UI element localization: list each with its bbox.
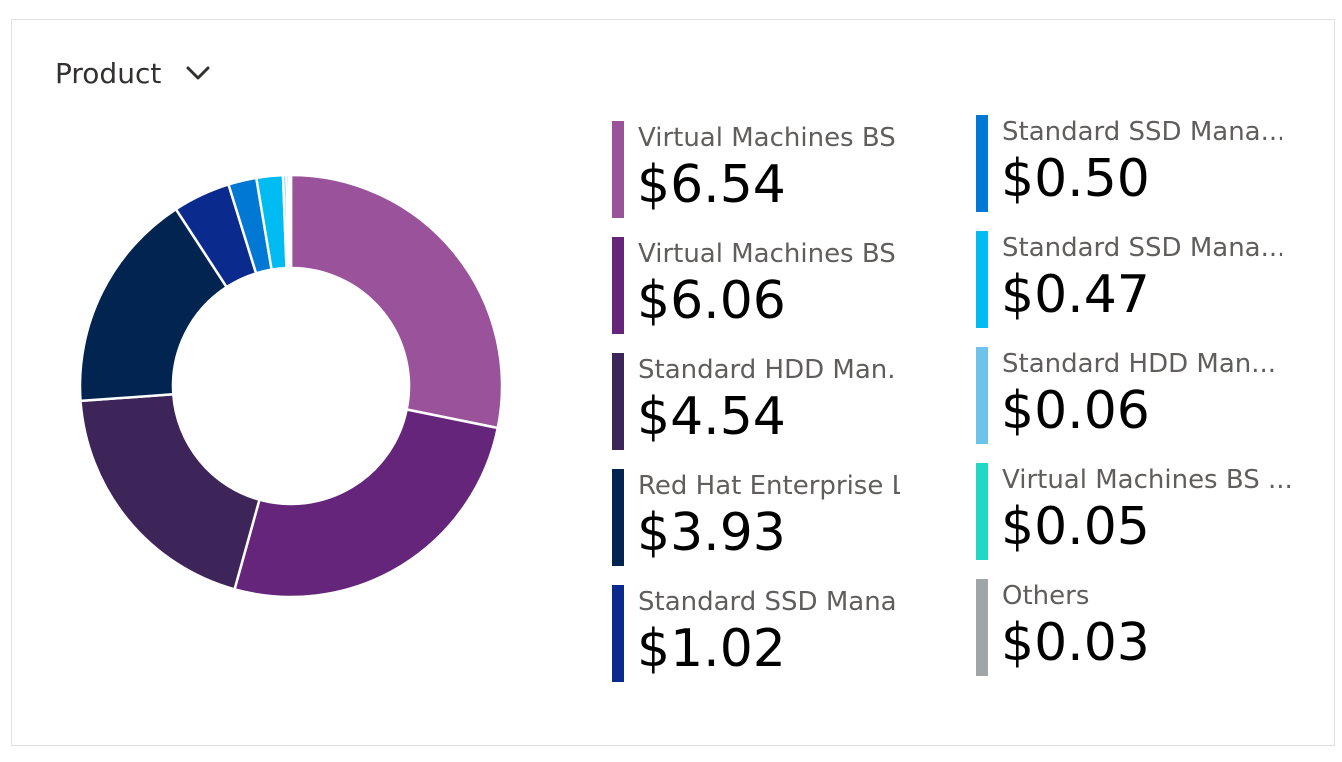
legend-value: $6.06 [637, 271, 786, 331]
legend-label: Standard SSD Mana... [1002, 233, 1282, 263]
legend-label: Virtual Machines BS [638, 239, 896, 269]
legend-swatch [976, 463, 988, 560]
legend-value: $6.54 [637, 155, 786, 215]
legend-value: $0.05 [1001, 497, 1150, 557]
legend-value: $1.02 [637, 619, 786, 679]
legend-item[interactable]: Virtual Machines BS $6.54 [612, 121, 932, 218]
legend-label: Standard SSD Mana... [1002, 117, 1282, 147]
legend-label: Virtual Machines BS [638, 123, 896, 153]
legend-item[interactable]: Standard SSD Mana... $0.50 [976, 115, 1296, 212]
legend-swatch [976, 347, 988, 444]
legend-swatch [976, 115, 988, 212]
legend-label: Virtual Machines BS ... [1002, 465, 1292, 495]
legend-swatch [612, 237, 624, 334]
legend-item[interactable]: Standard SSD Mana... $0.47 [976, 231, 1296, 328]
donut-slice-4[interactable] [78, 207, 228, 403]
legend-value: $4.54 [637, 387, 786, 447]
legend-value: $3.93 [637, 503, 786, 563]
legend-swatch [612, 585, 624, 682]
legend-value: $0.03 [1001, 613, 1150, 673]
legend-item[interactable]: Virtual Machines BS $6.06 [612, 237, 932, 334]
legend-item[interactable]: Others $0.03 [976, 579, 1296, 676]
donut-slice-2[interactable] [233, 408, 500, 599]
chevron-down-icon[interactable] [185, 60, 211, 86]
legend-label: Standard HDD Man... [1002, 349, 1277, 379]
legend-label: Standard HDD Man. [638, 355, 896, 385]
donut-slice-3[interactable] [79, 393, 261, 591]
legend-label: Red Hat Enterprise L [638, 471, 900, 501]
legend-label: Others [1002, 581, 1090, 611]
legend-label: Standard SSD Mana [638, 587, 896, 617]
legend-item[interactable]: Standard SSD Mana $1.02 [612, 585, 932, 682]
legend-value: $0.47 [1001, 265, 1150, 325]
legend-item[interactable]: Virtual Machines BS ... $0.05 [976, 463, 1296, 560]
donut-slice-10[interactable] [288, 173, 293, 270]
legend-swatch [612, 353, 624, 450]
donut-slice-1[interactable] [289, 173, 504, 430]
product-picker[interactable]: Product [55, 55, 211, 91]
legend-swatch [976, 579, 988, 676]
legend-swatch [612, 469, 624, 566]
legend-swatch [612, 121, 624, 218]
chart-card: Product Virtual Machines BS $6.54 Virtual … [11, 19, 1335, 746]
legend-value: $0.06 [1001, 381, 1150, 441]
donut-chart [78, 173, 504, 599]
legend-item[interactable]: Standard HDD Man... $0.06 [976, 347, 1296, 444]
legend-value: $0.50 [1001, 149, 1150, 209]
legend-swatch [976, 231, 988, 328]
product-picker-label: Product [55, 56, 162, 90]
legend-item[interactable]: Standard HDD Man. $4.54 [612, 353, 932, 450]
legend-item[interactable]: Red Hat Enterprise L $3.93 [612, 469, 932, 566]
